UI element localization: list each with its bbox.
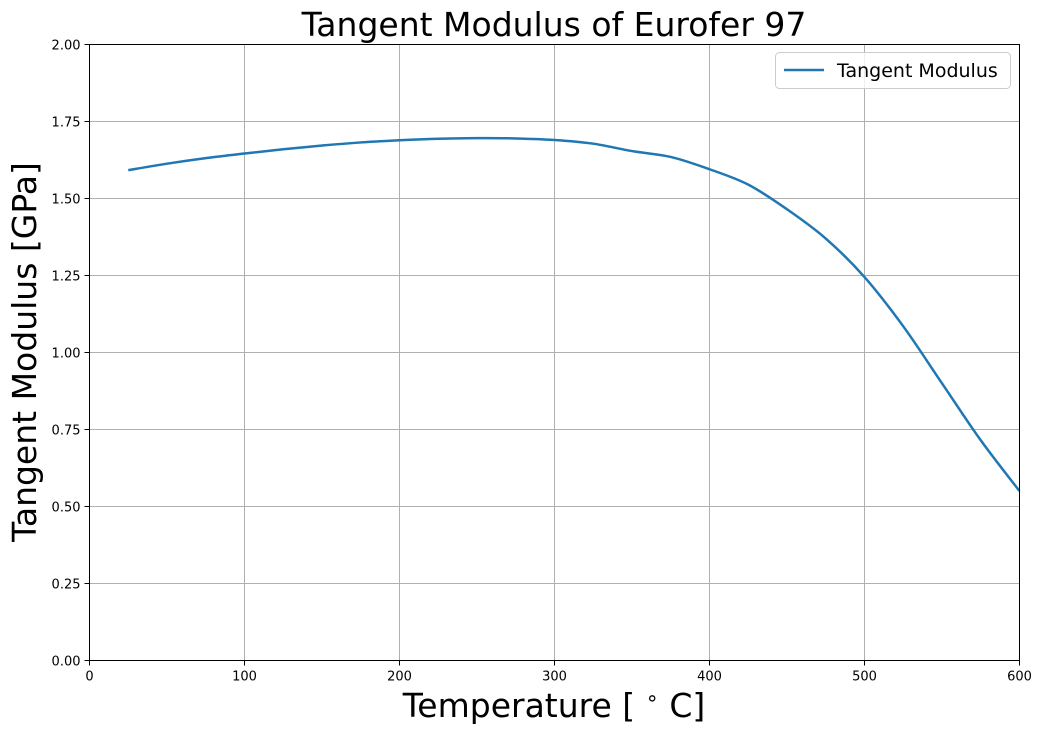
x-axis-label-part-1: Temperature [ (402, 686, 635, 725)
series-layer (128, 136, 1021, 492)
x-tick-label: 600 (1007, 670, 1032, 685)
legend: Tangent Modulus (775, 52, 1011, 89)
axis-ticks: 0 100 200 300 400 500 600 0.00 0.25 0.50 0.75 1.00 1… (52, 39, 1032, 685)
x-tick-label: 300 (542, 670, 567, 685)
chart-title: Tangent Modulus of Eurofer 97 (301, 5, 807, 44)
y-tick-label: 1.75 (52, 116, 81, 131)
x-tick-label: 0 (85, 670, 93, 685)
y-tick-label: 2.00 (52, 39, 81, 54)
y-tick-label: 0.00 (52, 655, 81, 670)
y-tick-label: 0.75 (52, 424, 81, 439)
x-tick-label: 400 (697, 670, 722, 685)
series-line-tangent-modulus (128, 136, 1021, 492)
x-axis-label-part-2: C] (669, 686, 705, 725)
x-tick-label: 500 (852, 670, 877, 685)
legend-box (775, 52, 1011, 89)
y-tick-label: 0.50 (52, 501, 81, 516)
y-axis-label: Tangent Modulus [GPa] (5, 162, 44, 543)
x-axis-label-degree: ∘ (646, 686, 659, 710)
x-tick-label: 100 (232, 670, 257, 685)
x-axis-label: Temperature [ ∘ C] (402, 674, 705, 725)
y-tick-label: 0.25 (52, 578, 81, 593)
grid-lines (89, 44, 1020, 661)
legend-label: Tangent Modulus (836, 60, 998, 82)
y-tick-label: 1.50 (52, 193, 81, 208)
y-tick-label: 1.00 (52, 347, 81, 362)
y-tick-label: 1.25 (52, 270, 81, 285)
x-tick-label: 200 (387, 670, 412, 685)
